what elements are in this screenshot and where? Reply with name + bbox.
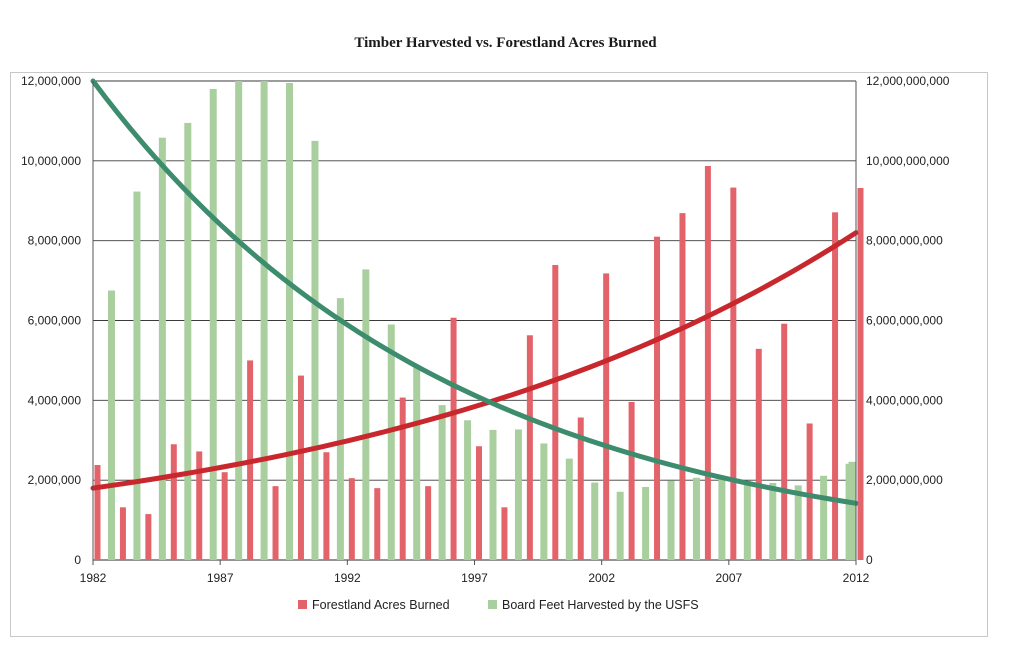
acres-burned-bar — [94, 464, 101, 560]
right-axis-ticks: 0 2,000,000,000 4,000,000,000 6,000,000,000… — [866, 74, 950, 567]
left-tick-label: 4,000,000 — [28, 393, 82, 407]
acres-burned-bar — [730, 187, 737, 560]
acres-burned-bar — [323, 452, 330, 560]
acres-burned-bar — [577, 417, 584, 560]
board-feet-bar — [311, 140, 319, 560]
x-tick-label: 2007 — [715, 571, 742, 585]
board-feet-bar — [591, 482, 599, 560]
left-tick-label: 12,000,000 — [21, 74, 81, 88]
acres-burned-bar — [679, 213, 686, 561]
acres-burned-bar — [476, 446, 482, 560]
legend-swatch — [488, 600, 497, 609]
left-tick-label: 2,000,000 — [28, 473, 82, 487]
x-tick-label: 1992 — [334, 571, 361, 585]
board-feet-bar — [489, 429, 497, 560]
board-feet-bar — [820, 475, 828, 560]
board-feet-bar — [642, 486, 650, 560]
board-feet-bar — [387, 324, 395, 560]
acres-burned-bar — [374, 488, 381, 560]
x-tick-label: 1982 — [80, 571, 107, 585]
left-tick-label: 8,000,000 — [28, 234, 82, 248]
right-tick-label: 2,000,000,000 — [866, 473, 943, 487]
board-feet-bar — [184, 122, 192, 560]
board-feet-bar — [209, 88, 217, 560]
board-feet-bar — [413, 367, 421, 560]
board-feet-bar — [667, 480, 675, 560]
trend-line — [90, 78, 859, 506]
acres-burned-bar — [832, 212, 839, 560]
board-feet-bar — [769, 482, 777, 560]
trend-line — [90, 230, 859, 491]
chart-frame — [10, 72, 988, 637]
board-feet-bar — [464, 420, 472, 560]
board-feet-bar — [565, 458, 573, 560]
board-feet-bar — [438, 405, 446, 560]
x-tick-label: 1997 — [461, 571, 488, 585]
board-feet-bar — [235, 81, 243, 560]
legend-label: Forestland Acres Burned — [312, 598, 450, 612]
board-feet-bar — [108, 290, 115, 560]
board-feet-bar — [743, 480, 751, 560]
acres-burned-bar — [857, 187, 864, 560]
acres-burned-bar — [272, 486, 279, 560]
legend-label: Board Feet Harvested by the USFS — [502, 598, 699, 612]
acres-burned-bar — [552, 265, 559, 560]
board-feet-bar — [514, 429, 522, 560]
axes — [92, 81, 857, 560]
acres-burned-bar — [603, 273, 610, 560]
acres-burned-bar — [755, 348, 762, 560]
acres-burned-bar — [221, 472, 228, 560]
acres-burned-bar — [781, 323, 788, 560]
chart-title: Timber Harvested vs. Forestland Acres Bu… — [354, 35, 657, 51]
board-feet-bar — [260, 81, 268, 560]
acres-burned-bar — [628, 401, 635, 560]
right-tick-label: 6,000,000,000 — [866, 314, 943, 328]
board-feet-bar — [692, 477, 700, 560]
right-tick-label: 4,000,000,000 — [866, 393, 943, 407]
left-tick-label: 6,000,000 — [28, 314, 82, 328]
trend-lines — [90, 78, 859, 506]
board-feet-bar — [718, 476, 726, 560]
board-feet-bars — [108, 81, 856, 561]
acres-burned-bar — [348, 478, 355, 560]
acres-burned-bar — [704, 166, 711, 560]
right-tick-label: 0 — [866, 553, 873, 567]
right-tick-label: 8,000,000,000 — [866, 234, 943, 248]
acres-burned-bar — [145, 514, 152, 560]
board-feet-bar — [794, 485, 802, 560]
board-feet-bar — [362, 269, 370, 560]
board-feet-bar — [336, 298, 344, 560]
board-feet-bar — [286, 82, 294, 560]
grid-lines — [93, 80, 856, 561]
board-feet-bar — [848, 461, 856, 560]
board-feet-bar — [540, 443, 548, 560]
right-tick-label: 10,000,000,000 — [866, 154, 950, 168]
board-feet-bar — [616, 491, 624, 560]
acres-burned-bar — [196, 451, 203, 560]
legend: Forestland Acres Burned Board Feet Harves… — [298, 598, 699, 612]
left-axis-ticks: 0 2,000,000 4,000,000 6,000,000 8,000,000 10,… — [21, 74, 81, 567]
acres-burned-bar — [450, 317, 457, 560]
x-tick-label: 2012 — [843, 571, 870, 585]
board-feet-bar — [158, 137, 166, 560]
acres-burned-bar — [425, 486, 432, 560]
acres-burned-bars — [94, 166, 864, 561]
acres-burned-bar — [119, 507, 126, 560]
legend-swatch — [298, 600, 307, 609]
left-tick-label: 0 — [74, 553, 81, 567]
x-tick-label: 2002 — [588, 571, 615, 585]
acres-burned-bar — [399, 397, 406, 560]
acres-burned-bar — [170, 444, 177, 560]
x-tick-label: 1987 — [207, 571, 234, 585]
right-tick-label: 12,000,000,000 — [866, 74, 950, 88]
acres-burned-bar — [297, 375, 304, 560]
acres-burned-bar — [501, 507, 508, 560]
acres-burned-bar — [806, 423, 813, 560]
left-tick-label: 10,000,000 — [21, 154, 81, 168]
acres-burned-bar — [526, 335, 533, 560]
x-axis-ticks: 1982 1987 1992 1997 2002 2007 2012 — [80, 560, 870, 585]
acres-burned-bar — [654, 236, 661, 561]
board-feet-bar — [133, 191, 141, 561]
